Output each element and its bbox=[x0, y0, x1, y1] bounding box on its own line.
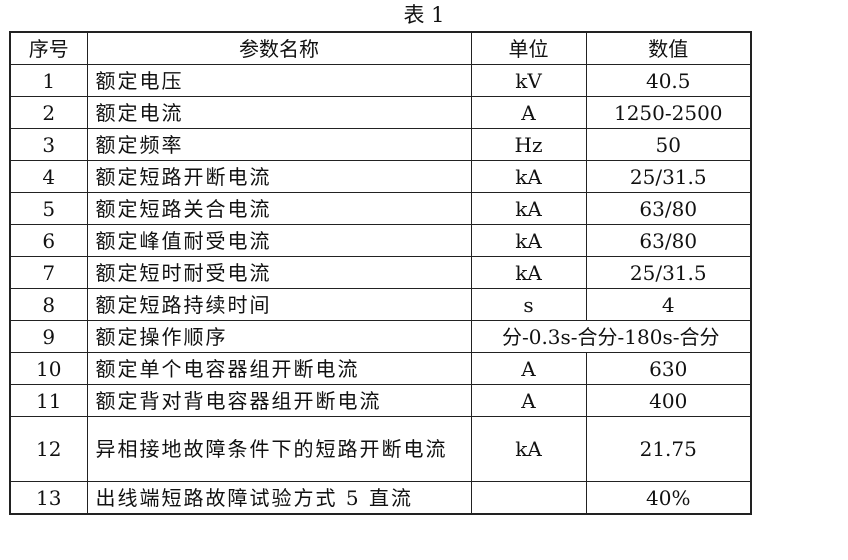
table-row: 9 额定操作顺序 分-0.3s-合分-180s-合分 bbox=[9, 320, 752, 353]
parameter-value: 630 bbox=[585, 352, 752, 385]
parameter-value: 25/31.5 bbox=[585, 160, 752, 193]
parameter-value: 400 bbox=[585, 384, 752, 417]
row-number: 8 bbox=[9, 288, 88, 321]
table-row: 8 额定短路持续时间 s 4 bbox=[9, 288, 752, 321]
parameter-name: 额定峰值耐受电流 bbox=[86, 224, 472, 257]
parameter-unit: kA bbox=[470, 224, 587, 257]
row-number: 7 bbox=[9, 256, 88, 289]
header-unit: 单位 bbox=[470, 31, 587, 65]
parameter-value: 分-0.3s-合分-180s-合分 bbox=[470, 320, 752, 353]
parameter-unit: A bbox=[470, 352, 587, 385]
parameter-value: 21.75 bbox=[585, 416, 752, 482]
table-row: 1 额定电压 kV 40.5 bbox=[9, 64, 752, 97]
parameter-unit: kA bbox=[470, 416, 587, 482]
parameter-unit: kA bbox=[470, 160, 587, 193]
parameter-name: 额定操作顺序 bbox=[86, 320, 472, 353]
table-row: 12 异相接地故障条件下的短路开断电流 kA 21.75 bbox=[9, 416, 752, 482]
parameter-unit: A bbox=[470, 384, 587, 417]
row-number: 11 bbox=[9, 384, 88, 417]
table-row: 6 额定峰值耐受电流 kA 63/80 bbox=[9, 224, 752, 257]
parameter-unit: kV bbox=[470, 64, 587, 97]
parameter-name: 额定短路关合电流 bbox=[86, 192, 472, 225]
parameter-name: 额定短路持续时间 bbox=[86, 288, 472, 321]
table-row: 11 额定背对背电容器组开断电流 A 400 bbox=[9, 384, 752, 417]
row-number: 4 bbox=[9, 160, 88, 193]
parameter-value: 63/80 bbox=[585, 192, 752, 225]
parameter-unit: A bbox=[470, 96, 587, 129]
row-number: 10 bbox=[9, 352, 88, 385]
row-number: 3 bbox=[9, 128, 88, 161]
table-row: 10 额定单个电容器组开断电流 A 630 bbox=[9, 352, 752, 385]
row-number: 13 bbox=[9, 481, 88, 515]
table-row: 2 额定电流 A 1250-2500 bbox=[9, 96, 752, 129]
table-header-row: 序号 参数名称 单位 数值 bbox=[9, 31, 752, 65]
row-number: 1 bbox=[9, 64, 88, 97]
parameter-name: 额定背对背电容器组开断电流 bbox=[86, 384, 472, 417]
parameter-value: 1250-2500 bbox=[585, 96, 752, 129]
parameter-value: 50 bbox=[585, 128, 752, 161]
table-row: 4 额定短路开断电流 kA 25/31.5 bbox=[9, 160, 752, 193]
parameter-unit: kA bbox=[470, 192, 587, 225]
header-name: 参数名称 bbox=[86, 31, 472, 65]
row-number: 9 bbox=[9, 320, 88, 353]
parameter-name: 额定频率 bbox=[86, 128, 472, 161]
header-value: 数值 bbox=[585, 31, 752, 65]
table-row: 5 额定短路关合电流 kA 63/80 bbox=[9, 192, 752, 225]
parameter-name: 额定短时耐受电流 bbox=[86, 256, 472, 289]
row-number: 2 bbox=[9, 96, 88, 129]
row-number: 12 bbox=[9, 416, 88, 482]
parameter-value: 4 bbox=[585, 288, 752, 321]
parameter-name: 异相接地故障条件下的短路开断电流 bbox=[86, 416, 472, 482]
parameter-value: 25/31.5 bbox=[585, 256, 752, 289]
parameter-value: 40% bbox=[585, 481, 752, 515]
parameter-value: 63/80 bbox=[585, 224, 752, 257]
parameter-name: 额定电压 bbox=[86, 64, 472, 97]
parameter-unit: kA bbox=[470, 256, 587, 289]
parameter-unit bbox=[470, 481, 587, 515]
parameter-value: 40.5 bbox=[585, 64, 752, 97]
parameter-name: 额定单个电容器组开断电流 bbox=[86, 352, 472, 385]
table-row: 3 额定频率 Hz 50 bbox=[9, 128, 752, 161]
table-row: 7 额定短时耐受电流 kA 25/31.5 bbox=[9, 256, 752, 289]
row-number: 5 bbox=[9, 192, 88, 225]
parameter-unit: s bbox=[470, 288, 587, 321]
parameter-name: 额定电流 bbox=[86, 96, 472, 129]
header-no: 序号 bbox=[9, 31, 88, 65]
parameter-name: 额定短路开断电流 bbox=[86, 160, 472, 193]
table-row: 13 出线端短路故障试验方式 5 直流 40% bbox=[9, 481, 752, 515]
parameter-name: 出线端短路故障试验方式 5 直流 bbox=[86, 481, 472, 515]
row-number: 6 bbox=[9, 224, 88, 257]
table-caption: 表 1 bbox=[403, 3, 445, 27]
parameter-table: 序号 参数名称 单位 数值 1 额定电压 kV 40.5 2 额定电流 A 1250-2500… bbox=[9, 31, 752, 515]
parameter-unit: Hz bbox=[470, 128, 587, 161]
